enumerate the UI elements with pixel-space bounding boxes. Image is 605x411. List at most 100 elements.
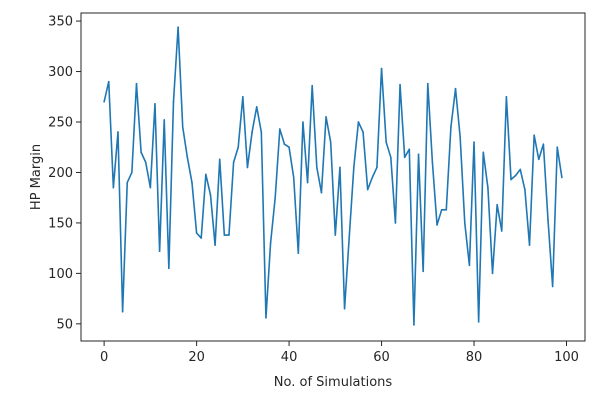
data-point — [177, 26, 179, 28]
data-point — [288, 146, 290, 149]
data-point — [537, 158, 540, 161]
data-point — [112, 186, 115, 189]
data-point — [144, 161, 147, 164]
data-point — [496, 203, 498, 206]
x-tick-label: 60 — [373, 350, 390, 365]
x-tick-label: 0 — [100, 350, 108, 365]
y-axis-label: HP Margin — [29, 144, 44, 210]
x-tick-label: 40 — [281, 350, 298, 365]
data-point — [357, 121, 360, 123]
data-point — [473, 141, 475, 143]
data-point — [339, 166, 341, 169]
data-point — [394, 222, 397, 224]
data-point — [436, 224, 438, 226]
data-point — [320, 191, 323, 194]
data-point — [158, 250, 161, 252]
data-point — [514, 174, 517, 177]
data-point — [362, 131, 364, 133]
data-point — [135, 82, 138, 85]
data-point — [186, 156, 189, 159]
data-point — [524, 188, 526, 191]
data-point — [500, 230, 503, 232]
data-point — [149, 186, 152, 189]
data-point — [131, 171, 133, 174]
data-point — [140, 151, 142, 154]
data-point — [232, 161, 235, 164]
data-point — [408, 148, 411, 151]
data-point — [242, 95, 244, 98]
data-point — [533, 134, 535, 136]
data-point — [163, 119, 166, 121]
data-point — [556, 146, 559, 149]
data-point — [107, 80, 110, 83]
data-point — [325, 116, 327, 118]
data-point — [551, 285, 554, 288]
data-point — [274, 196, 277, 199]
plot-area — [103, 26, 563, 326]
y-tick-label: 100 — [48, 267, 73, 282]
data-point — [542, 143, 545, 145]
data-point — [426, 82, 429, 85]
data-point — [283, 143, 286, 145]
data-point — [366, 188, 369, 191]
data-point — [265, 316, 267, 319]
data-point — [468, 264, 471, 267]
data-point — [510, 178, 512, 181]
data-point — [191, 181, 193, 184]
data-point — [440, 209, 443, 211]
data-point — [316, 166, 318, 169]
data-point — [279, 128, 281, 130]
data-point — [561, 176, 563, 179]
data-point — [154, 103, 156, 105]
data-point — [390, 156, 392, 159]
data-point — [413, 324, 415, 326]
data-point — [205, 173, 207, 176]
data-point — [237, 146, 240, 149]
data-point — [450, 126, 452, 128]
data-point — [431, 161, 434, 164]
data-point — [445, 209, 448, 211]
data-point — [417, 153, 420, 156]
x-axis: 0 20 40 60 80 100 — [100, 341, 579, 365]
data-point — [269, 242, 272, 244]
data-point — [181, 126, 184, 128]
data-point — [251, 131, 253, 133]
data-point — [168, 267, 170, 270]
data-point — [311, 84, 313, 87]
data-point — [214, 244, 216, 246]
data-point — [334, 234, 337, 236]
data-point — [505, 95, 508, 98]
y-tick-label: 50 — [56, 317, 73, 332]
data-point — [255, 106, 258, 108]
y-tick-label: 200 — [48, 166, 73, 181]
data-point — [228, 234, 230, 236]
data-point — [528, 244, 531, 246]
data-point — [223, 234, 226, 236]
data-point — [385, 141, 387, 143]
data-point — [519, 168, 522, 171]
data-point — [376, 166, 378, 169]
data-point — [454, 87, 457, 90]
x-tick-label: 80 — [466, 350, 483, 365]
data-point — [477, 321, 480, 323]
data-point — [117, 131, 119, 133]
data-point — [209, 193, 212, 196]
plot-frame — [80, 12, 586, 342]
data-point — [371, 176, 374, 179]
data-point — [487, 186, 489, 189]
x-axis-label: No. of Simulations — [274, 375, 393, 390]
x-tick-label: 100 — [554, 350, 579, 365]
data-point — [403, 156, 406, 159]
data-point — [195, 232, 198, 234]
y-tick-label: 300 — [48, 65, 73, 80]
data-point — [172, 101, 175, 103]
y-axis: 50 100 150 200 250 300 350 — [48, 15, 81, 332]
data-point — [246, 166, 249, 169]
y-tick-label: 350 — [48, 15, 73, 30]
y-tick-label: 150 — [48, 216, 73, 231]
data-point — [329, 141, 332, 143]
data-point — [348, 237, 350, 239]
data-point — [459, 136, 461, 138]
data-point — [353, 166, 355, 169]
